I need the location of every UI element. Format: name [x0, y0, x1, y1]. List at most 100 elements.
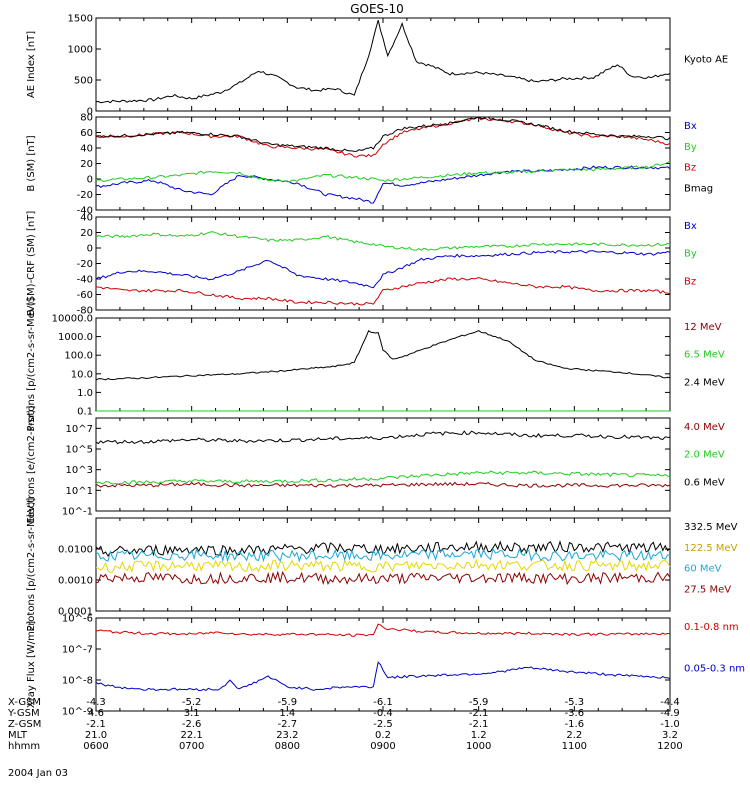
- footer-value: 1000: [466, 741, 491, 752]
- footer-value: 0900: [370, 741, 395, 752]
- y-tick-label: 10^3: [66, 465, 93, 476]
- footer-value: -3.6: [565, 708, 585, 719]
- y-tick-label: 80: [80, 113, 93, 124]
- chart-panels: 0 500 1000 1500 AE Index [nT] Kyoto AE -40 -20 0…: [26, 14, 745, 718]
- y-tick-label: -20: [77, 259, 93, 270]
- series-line-bx: [95, 165, 671, 204]
- series-line-bz: [95, 116, 671, 158]
- y-tick-label: 60: [80, 128, 93, 139]
- footer-value: 23.2: [276, 730, 298, 741]
- footer-row-label: Z-GSM: [8, 719, 41, 730]
- legend-label: Bz: [684, 276, 696, 287]
- y-axis-label: AE Index [nT]: [26, 31, 37, 98]
- y-tick-label: 20: [80, 228, 93, 239]
- y-tick-label: 10^-1: [62, 507, 93, 518]
- y-tick-label: 10^1: [66, 486, 93, 497]
- orbit-footer: X-GSMY-GSMZ-GSMMLThhmm-4.34.6-2.121.0060…: [7, 697, 683, 752]
- y-tick-label: 500: [74, 76, 93, 87]
- y-axis-label: Xray Flux [W/m2]: [26, 621, 37, 708]
- footer-value: -5.2: [182, 697, 202, 708]
- y-tick-label: 40: [80, 144, 93, 155]
- y-tick-label: 0.0010: [58, 576, 93, 587]
- footer-value: -1.6: [565, 719, 585, 730]
- legend-label: 6.5 MeV: [684, 350, 725, 361]
- legend-label: Bx: [684, 221, 697, 232]
- series-line-122-5-mev: [95, 558, 671, 574]
- footer-value: 1100: [562, 741, 587, 752]
- series-line-by: [95, 161, 671, 183]
- y-tick-label: 100.0: [64, 351, 93, 362]
- footer-value: 3.2: [662, 730, 678, 741]
- panel-frame: [95, 517, 671, 612]
- legend-label: 4.0 MeV: [684, 422, 725, 433]
- footer-value: -2.1: [86, 719, 106, 730]
- footer-value: -2.1: [469, 708, 489, 719]
- legend-label: By: [684, 142, 697, 153]
- y-tick-label: -80: [77, 306, 93, 317]
- footer-value: -6.1: [373, 697, 393, 708]
- footer-value: -1.0: [660, 719, 680, 730]
- y-tick-label: 10^-9: [62, 707, 93, 718]
- panel-frame: [95, 216, 671, 311]
- series-line-bmag: [95, 116, 671, 152]
- y-axis-label: Protons [p/(cm2-s-sr-MeV)]: [26, 297, 37, 431]
- footer-value: -2.7: [278, 719, 298, 730]
- y-tick-label: 0.0001: [58, 607, 93, 618]
- panel-xray: 10^-6 10^-7 10^-8 10^-9 Xray Flux [W/m2] 0.1-…: [26, 614, 745, 718]
- y-tick-label: -20: [77, 190, 93, 201]
- series-line-2-4-mev: [95, 330, 671, 381]
- panel-frame: [95, 317, 671, 412]
- legend-label: 27.5 MeV: [684, 584, 731, 595]
- footer-row-label: hhmm: [8, 741, 40, 752]
- y-tick-label: -40: [77, 275, 93, 286]
- y-tick-label: 0.0100: [58, 545, 93, 556]
- y-tick-label: 40: [80, 213, 93, 224]
- y-tick-label: -60: [77, 290, 93, 301]
- footer-value: 1.2: [471, 730, 487, 741]
- legend-label: 122.5 MeV: [684, 543, 738, 554]
- footer-value: 1200: [657, 741, 682, 752]
- legend-label: 60 MeV: [684, 564, 722, 575]
- panel-electrons: 10^-1 10^1 10^3 10^5 10^7 Electrons [e/(cm2-s…: [26, 405, 725, 523]
- y-tick-label: 1000: [68, 45, 93, 56]
- panel-b_sm: -40 -20 0 20 40 60 80 B (SM) [nT] Bx By Bz Bmag: [26, 113, 713, 217]
- y-tick-label: 0: [87, 107, 93, 118]
- legend-label: Kyoto AE: [684, 55, 728, 66]
- footer-row-label: X-GSM: [8, 697, 41, 708]
- y-tick-label: 10^-7: [62, 645, 93, 656]
- footer-value: 4.6: [88, 708, 104, 719]
- legend-label: Bx: [684, 121, 697, 132]
- legend-label: 0.6 MeV: [684, 477, 725, 488]
- footer-value: -2.1: [469, 719, 489, 730]
- footer-row-label: Y-GSM: [7, 708, 40, 719]
- footer-value: -5.9: [469, 697, 489, 708]
- y-tick-label: 10^-8: [62, 676, 93, 687]
- series-line-0-1-0-8-nm: [95, 623, 671, 637]
- chart-title: GOES-10: [350, 2, 404, 16]
- series-line-by: [95, 231, 671, 251]
- y-tick-label: 10^-6: [62, 614, 93, 625]
- footer-value: 22.1: [181, 730, 203, 741]
- legend-label: 2.0 MeV: [684, 450, 725, 461]
- legend-label: 12 MeV: [684, 322, 722, 333]
- footer-value: 0800: [275, 741, 300, 752]
- footer-value: 0700: [179, 741, 204, 752]
- panel-protons_high: 0.0001 0.0010 0.0100 Protons [p/(cm2-s-sr-M…: [26, 497, 738, 631]
- footer-value: -4.9: [660, 708, 680, 719]
- y-tick-label: 0: [87, 244, 93, 255]
- y-tick-label: 20: [80, 159, 93, 170]
- y-tick-label: 0: [87, 175, 93, 186]
- series-line-4-0-mev: [95, 481, 671, 488]
- footer-value: -5.9: [278, 697, 298, 708]
- y-tick-label: 10^7: [66, 424, 93, 435]
- date-label: 2004 Jan 03: [8, 768, 68, 779]
- footer-row-label: MLT: [8, 730, 28, 741]
- series-line-bx: [95, 250, 671, 289]
- y-axis-label: Electrons [e/(cm2-s-sr)]: [26, 405, 37, 523]
- footer-value: 21.0: [85, 730, 107, 741]
- footer-value: -4.3: [86, 697, 106, 708]
- y-tick-label: 10^5: [66, 445, 93, 456]
- panel-b_diff: -80 -60 -40 -20 0 20 40 B (SM)-CRF (SM) [nT] Bx B…: [26, 211, 697, 317]
